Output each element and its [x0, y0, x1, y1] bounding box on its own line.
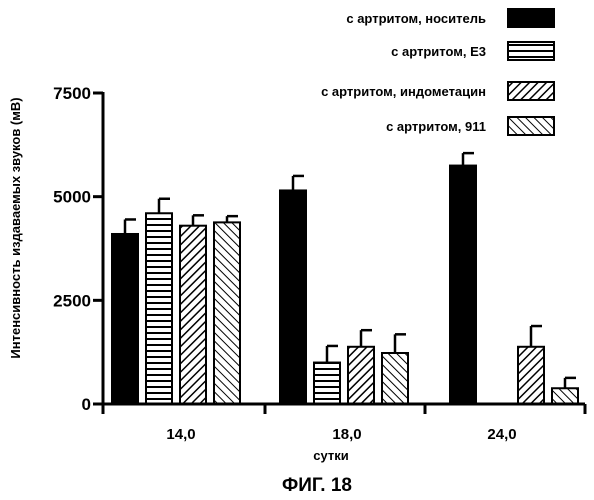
y-tick-label: 7500	[53, 84, 91, 103]
x-axis: 14,0 18,0 24,0	[103, 404, 585, 443]
figure-caption: ФИГ. 18	[282, 475, 352, 496]
x-tick-label: 14,0	[166, 426, 195, 443]
x-tick-label: 18,0	[332, 426, 361, 443]
legend-swatch	[508, 82, 554, 100]
legend-label: с артритом, индометацин	[321, 84, 486, 99]
legend-swatch	[508, 42, 554, 60]
y-tick-label: 2500	[53, 291, 91, 310]
y-axis-title: Интенсивность издаваемых звуков (мВ)	[8, 97, 23, 358]
legend-label: с артритом, носитель	[346, 11, 486, 26]
legend-swatch	[508, 9, 554, 27]
y-tick-label: 0	[82, 395, 91, 414]
bar-3-2	[348, 347, 374, 404]
bar-1-2	[280, 190, 306, 404]
bar-4-1	[214, 222, 240, 404]
legend: с артритом, носитель с артритом, Е3 с артр…	[321, 9, 554, 135]
y-tick-label: 5000	[53, 188, 91, 207]
bar-4-3	[552, 388, 578, 404]
bar-4-2	[382, 353, 408, 404]
bars	[112, 153, 578, 404]
x-axis-title: сутки	[313, 448, 348, 463]
x-tick-label: 24,0	[487, 426, 516, 443]
bar-2-2	[314, 363, 340, 404]
bar-3-1	[180, 226, 206, 404]
legend-label: с артритом, 911	[386, 119, 486, 134]
bar-3-3	[518, 347, 544, 404]
bar-1-3	[450, 166, 476, 404]
legend-label: с артритом, Е3	[391, 44, 486, 59]
legend-swatch	[508, 117, 554, 135]
bar-1-1	[112, 234, 138, 404]
y-axis: 0 2500 5000 7500	[53, 84, 103, 414]
bar-2-1	[146, 213, 172, 404]
